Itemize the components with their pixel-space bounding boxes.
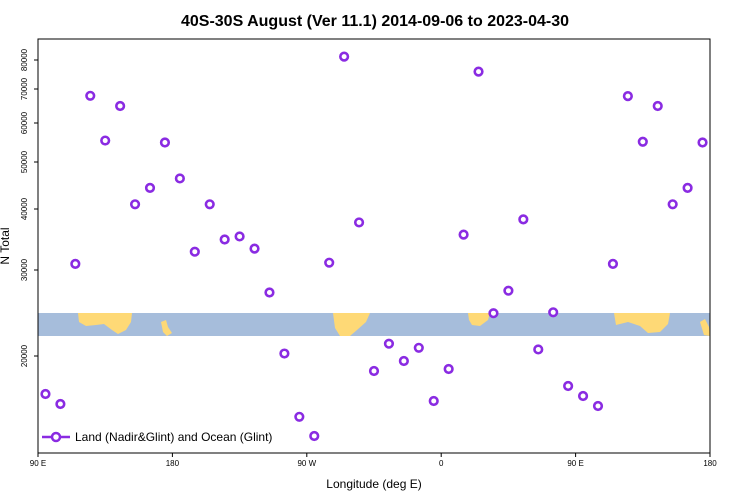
x-tick-label: 0 <box>439 459 444 468</box>
data-point <box>189 246 200 257</box>
map-strip <box>38 313 710 336</box>
x-axis-label: Longitude (deg E) <box>326 477 421 491</box>
data-point <box>144 182 156 193</box>
data-point <box>592 400 604 412</box>
land-patch <box>468 313 490 326</box>
scatter-points <box>40 51 708 442</box>
land-patch <box>614 313 670 333</box>
data-point <box>682 182 693 193</box>
land-patch <box>700 319 710 336</box>
data-point <box>174 173 185 184</box>
data-point <box>70 258 81 270</box>
data-point <box>622 91 633 102</box>
data-point <box>383 338 395 349</box>
data-point <box>667 199 678 210</box>
y-axis-label: N Total <box>0 227 12 264</box>
data-point <box>249 243 260 254</box>
ocean-band <box>38 313 710 336</box>
land-patch <box>78 313 132 334</box>
data-point <box>548 307 559 318</box>
data-point <box>309 430 320 442</box>
y-tick-label: 30000 <box>20 258 29 281</box>
chart-title: 40S-30S August (Ver 11.1) 2014-09-06 to … <box>181 13 569 30</box>
x-tick-label: 90 E <box>567 459 583 468</box>
x-tick-label: 180 <box>166 459 180 468</box>
x-tick-label: 90 W <box>297 459 316 468</box>
y-tick-label: 20000 <box>20 344 29 367</box>
data-point <box>443 363 454 375</box>
data-point <box>55 398 66 410</box>
data-point <box>488 308 499 319</box>
data-point <box>129 199 141 210</box>
y-tick-label: 60000 <box>20 111 29 134</box>
data-point <box>697 137 708 148</box>
data-point <box>353 217 365 228</box>
land-patch <box>161 320 172 336</box>
data-point <box>40 388 51 400</box>
data-point <box>413 342 424 353</box>
data-point <box>368 365 380 377</box>
x-tick-label: 180 <box>703 459 717 468</box>
data-point <box>264 287 275 298</box>
data-point <box>279 348 290 359</box>
data-point <box>324 257 335 268</box>
data-point <box>294 411 305 422</box>
data-point <box>428 395 439 407</box>
data-point <box>607 258 619 270</box>
y-tick-label: 40000 <box>20 197 29 220</box>
y-tick-label: 80000 <box>20 48 29 71</box>
x-axis: 90 E 180 90 W 0 90 E 180 <box>30 453 717 468</box>
data-point <box>398 355 409 367</box>
data-point <box>458 229 469 240</box>
legend-marker <box>50 431 62 443</box>
data-point <box>473 66 484 77</box>
data-point <box>563 380 574 392</box>
data-point <box>100 135 111 146</box>
y-tick-label: 70000 <box>20 77 29 100</box>
data-point <box>219 234 230 245</box>
data-point <box>577 390 589 402</box>
data-point <box>159 137 171 148</box>
land-patch <box>333 313 370 336</box>
data-point <box>85 90 96 101</box>
data-point <box>637 136 648 147</box>
data-point <box>533 344 544 355</box>
y-tick-label: 50000 <box>20 150 29 173</box>
data-point <box>234 231 245 242</box>
data-point <box>518 214 529 225</box>
data-point <box>115 100 126 112</box>
legend-label: Land (Nadir&Glint) and Ocean (Glint) <box>75 430 272 444</box>
data-point <box>652 100 663 112</box>
legend: Land (Nadir&Glint) and Ocean (Glint) <box>42 430 272 444</box>
data-point <box>503 285 514 296</box>
plot-frame <box>37 38 711 454</box>
data-point <box>339 51 350 62</box>
data-point <box>204 199 215 210</box>
y-axis: 30000 40000 50000 60000 70000 80000 20000 <box>20 48 38 367</box>
x-tick-label: 90 E <box>30 459 46 468</box>
